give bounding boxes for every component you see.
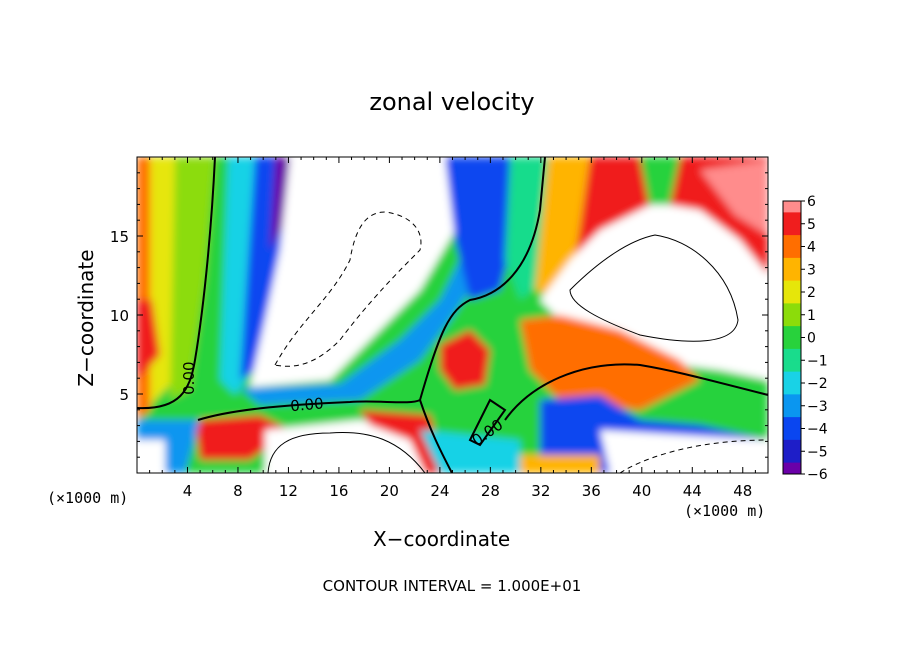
colorbar-label: 1: [807, 308, 816, 324]
colorbar-swatch: [783, 337, 801, 350]
colorbar-swatch: [783, 360, 801, 373]
field-band-22: [360, 410, 445, 473]
field-band-7: [250, 157, 470, 387]
colorbar-swatch: [783, 235, 801, 247]
x-axis-label: X−coordinate: [373, 527, 511, 551]
colorbar-swatch: [783, 383, 801, 395]
x-tick-label: 28: [481, 482, 500, 500]
x-tick-label: 44: [683, 482, 702, 500]
colorbar-swatch: [783, 371, 801, 384]
colorbar-swatch: [783, 257, 801, 270]
contour-label: 0.00: [180, 361, 198, 394]
colorbar-label: −2: [807, 376, 828, 392]
contour-line-4: [504, 363, 768, 421]
x-unit-label-right: (×1000 m): [684, 502, 766, 520]
colorbar-swatch: [783, 303, 801, 316]
contour-line-5: [569, 234, 739, 342]
colorbar-swatch: [783, 246, 801, 259]
colorbar-label: 0: [807, 331, 816, 347]
field-band-26: [420, 430, 520, 473]
contour-line-7: [267, 432, 426, 473]
colorbar: 6 5 4 3 2 1 0 −1 −2 −3 −4 −5 −6: [782, 194, 828, 483]
field-band-12: [575, 157, 650, 260]
colorbar-label: 3: [807, 262, 816, 278]
colorbar-swatch: [783, 292, 801, 304]
field-band-2: [170, 157, 215, 400]
colorbar-label: −1: [807, 353, 828, 369]
colorbar-swatch: [783, 405, 801, 418]
colorbar-label: 5: [807, 217, 816, 233]
colorbar-swatch: [783, 269, 801, 282]
colorbar-swatch: [783, 428, 801, 441]
contour-lines: [137, 157, 768, 473]
contour-interval-note: CONTOUR INTERVAL = 1.000E+01: [322, 577, 582, 595]
x-tick-label: 36: [582, 482, 601, 500]
y-tick-label: 15: [110, 228, 129, 246]
colorbar-swatch: [783, 201, 801, 213]
colorbar-swatch: [783, 417, 801, 429]
colorbar-swatch: [783, 348, 801, 361]
field-band-25: [520, 455, 600, 473]
contour-line-2: [419, 399, 453, 473]
x-unit-label-left: (×1000 m): [47, 489, 129, 507]
x-tick-label: 24: [430, 482, 449, 500]
contour-line-1: [197, 157, 546, 421]
x-tick-label: 4: [183, 482, 193, 500]
contour-line-0: [137, 157, 216, 410]
field-band-24: [137, 440, 165, 473]
x-tick-label: 40: [632, 482, 651, 500]
contour-label: 0.00: [290, 394, 325, 415]
colorbar-swatch: [783, 212, 801, 225]
field-band-17: [520, 315, 700, 410]
contour-line-3: [468, 398, 507, 447]
field-band-20: [195, 415, 290, 460]
x-tick-label: 32: [531, 482, 550, 500]
field-band-19: [600, 430, 768, 473]
colorbar-label: −3: [807, 399, 828, 415]
x-tick-label: 12: [279, 482, 298, 500]
chart-title: zonal velocity: [369, 88, 535, 116]
y-tick-label: 10: [110, 307, 129, 325]
colorbar-swatch: [783, 462, 801, 475]
y-axis-label: Z−coordinate: [74, 249, 98, 387]
colorbar-swatch: [783, 280, 801, 293]
colorbar-swatch: [783, 314, 801, 327]
colorbar-label: 4: [807, 240, 816, 256]
colorbar-label: 2: [807, 285, 816, 301]
y-tick-label: 5: [119, 386, 129, 404]
x-tick-label: 48: [733, 482, 752, 500]
x-tick-label: 8: [233, 482, 243, 500]
contour-line-8: [619, 439, 768, 473]
colorbar-label: 6: [807, 194, 816, 210]
field-band-3: [137, 300, 160, 380]
x-tick-label: 16: [329, 482, 348, 500]
colorbar-swatch: [783, 451, 801, 464]
field-band-15: [700, 160, 768, 235]
field-band-9: [445, 157, 515, 300]
colorbar-swatch: [783, 439, 801, 452]
colorbar-label: −4: [807, 422, 828, 438]
x-tick-label: 20: [380, 482, 399, 500]
colorbar-label: −5: [807, 444, 828, 460]
field-band-11: [535, 157, 600, 300]
field-band-16: [440, 330, 490, 390]
colorbar-label: −6: [807, 467, 828, 483]
colorbar-swatch: [783, 326, 801, 338]
colorbar-swatch: [783, 394, 801, 407]
colorbar-swatch: [783, 223, 801, 236]
contour-labels: 0.000.000.00: [180, 361, 507, 449]
